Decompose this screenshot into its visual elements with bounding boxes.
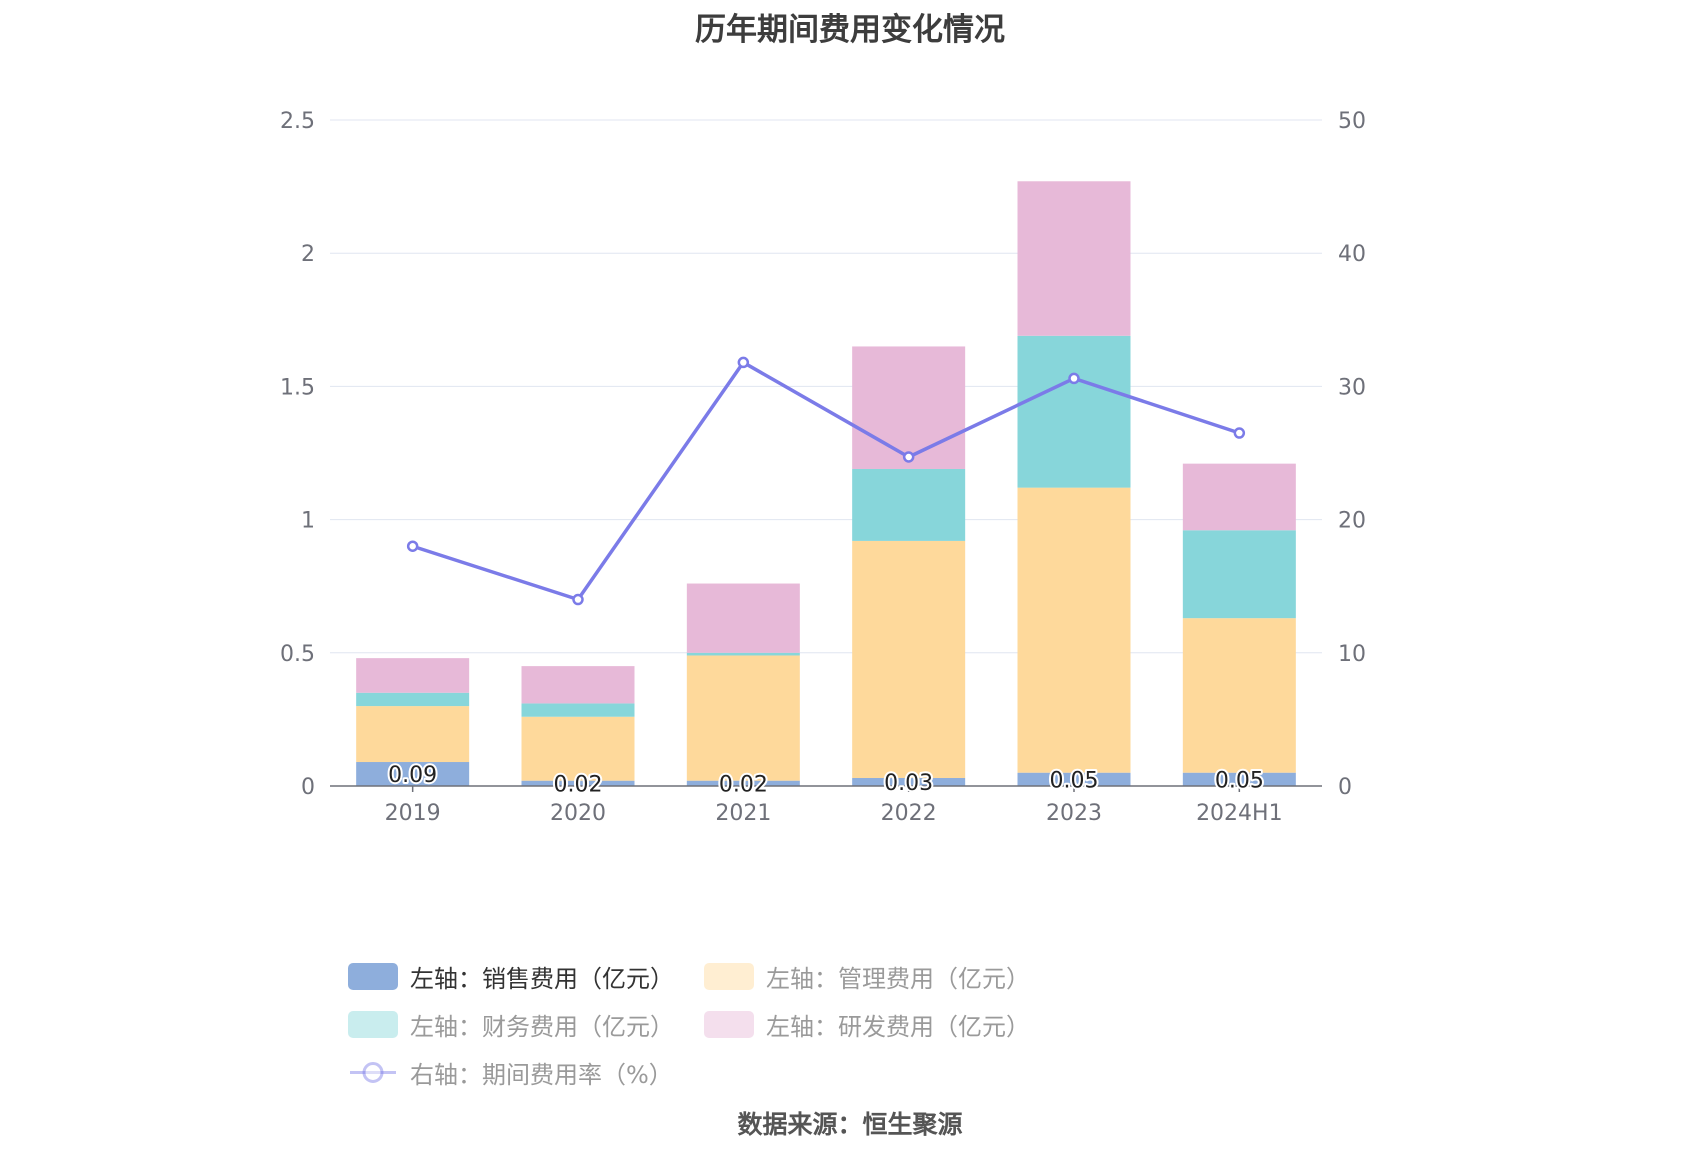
right-axis: 0 10 20 30 40 50: [1338, 109, 1366, 800]
right-tick-label: 40: [1338, 242, 1366, 267]
bar-segment: [1017, 772, 1131, 786]
left-tick-label: 1: [301, 509, 315, 534]
legend: 左轴：销售费用（亿元） 左轴：管理费用（亿元） 左轴：财务费用（亿元） 左轴：研发费用…: [348, 952, 1398, 1096]
rate-line-point: [572, 593, 584, 606]
legend-swatch: [704, 962, 754, 990]
bar-segment: [852, 346, 966, 469]
bar-segment: [356, 706, 470, 763]
legend-label: 右轴：期间费用率（%）: [410, 1060, 673, 1089]
grid-lines: [330, 119, 1322, 654]
bar-segment: [1182, 530, 1296, 619]
right-tick-label: 20: [1338, 509, 1366, 534]
rate-line-point: [1068, 372, 1080, 385]
legend-swatch: [348, 1010, 398, 1038]
legend-item[interactable]: 左轴：销售费用（亿元）: [348, 952, 674, 1000]
right-tick-label: 0: [1338, 775, 1352, 800]
right-tick-label: 30: [1338, 375, 1366, 400]
bar-segment: [521, 716, 635, 781]
legend-item[interactable]: 右轴：期间费用率（%）: [348, 1048, 673, 1096]
left-axis: 0 0.5 1 1.5 2 2.5: [280, 109, 315, 800]
bar-segment: [521, 780, 635, 786]
bar-segment: [852, 468, 966, 541]
data-label: 0.02: [719, 772, 768, 797]
stacked-bars: [356, 181, 1296, 786]
x-axis: 2019 2020 2021 2022 2023 2024H1: [330, 785, 1322, 826]
legend-label: 左轴：研发费用（亿元）: [766, 1012, 1030, 1041]
legend-swatch: [704, 1010, 754, 1038]
data-label: 0.02: [554, 772, 603, 797]
right-tick-label: 10: [1338, 642, 1366, 667]
bar-segment: [1017, 487, 1131, 773]
legend-item[interactable]: 左轴：研发费用（亿元）: [704, 1000, 1030, 1048]
legend-swatch: [348, 962, 398, 990]
x-tick-label: 2019: [385, 801, 441, 826]
bar-segment: [1017, 181, 1131, 336]
bar-segment: [852, 540, 966, 779]
bar-segment: [1182, 772, 1296, 786]
rate-line: [406, 356, 1246, 606]
data-label: 0.05: [1050, 768, 1099, 793]
x-tick-label: 2022: [881, 801, 937, 826]
bar-segment: [1182, 618, 1296, 773]
bar-segment: [356, 692, 470, 707]
bar-segment: [356, 658, 470, 693]
bar-segment: [686, 583, 800, 653]
bar-segment: [1182, 463, 1296, 531]
chart-title: 历年期间费用变化情况: [695, 12, 1005, 48]
bar-segment: [521, 703, 635, 717]
bar-segment: [852, 778, 966, 786]
chart-canvas: 0 0.5 1 1.5 2 2.5 0 10 20 30 40 50 2019 2020 2021 202…: [280, 109, 1366, 826]
bar-segment: [356, 762, 470, 786]
data-source: 数据来源：恒生聚源: [737, 1110, 963, 1139]
x-tick-label: 2021: [715, 801, 771, 826]
data-label: 0.05: [1215, 768, 1264, 793]
left-tick-label: 2.5: [280, 109, 315, 134]
rate-line-point: [1233, 427, 1246, 439]
left-tick-label: 0: [301, 775, 315, 800]
x-tick-label: 2024H1: [1196, 801, 1283, 826]
rate-line-path: [412, 360, 1240, 602]
left-tick-label: 0.5: [280, 642, 315, 667]
legend-line-icon: [350, 1061, 396, 1083]
bar-segment: [686, 652, 800, 656]
left-tick-label: 1.5: [280, 375, 315, 400]
bar-segment: [521, 666, 635, 704]
bar-segment: [686, 655, 800, 781]
data-label: 0.09: [388, 763, 437, 788]
legend-item[interactable]: 左轴：管理费用（亿元）: [704, 952, 1030, 1000]
legend-label: 左轴：管理费用（亿元）: [766, 964, 1030, 993]
data-labels: 0.09 0.02 0.02 0.03 0.05 0.05: [386, 761, 1266, 799]
rate-line-point: [737, 356, 750, 369]
bar-segment: [1017, 335, 1131, 488]
bar-segment: [686, 780, 800, 786]
legend-label: 左轴：财务费用（亿元）: [410, 1012, 674, 1041]
x-tick-label: 2020: [550, 801, 606, 826]
rate-line-point: [406, 540, 419, 552]
legend-label: 左轴：销售费用（亿元）: [410, 964, 674, 993]
left-tick-label: 2: [301, 242, 315, 267]
legend-item[interactable]: 左轴：财务费用（亿元）: [348, 1000, 674, 1048]
x-tick-label: 2023: [1046, 801, 1102, 826]
data-label: 0.03: [884, 771, 933, 796]
rate-line-point: [902, 451, 915, 463]
right-tick-label: 50: [1338, 109, 1366, 134]
